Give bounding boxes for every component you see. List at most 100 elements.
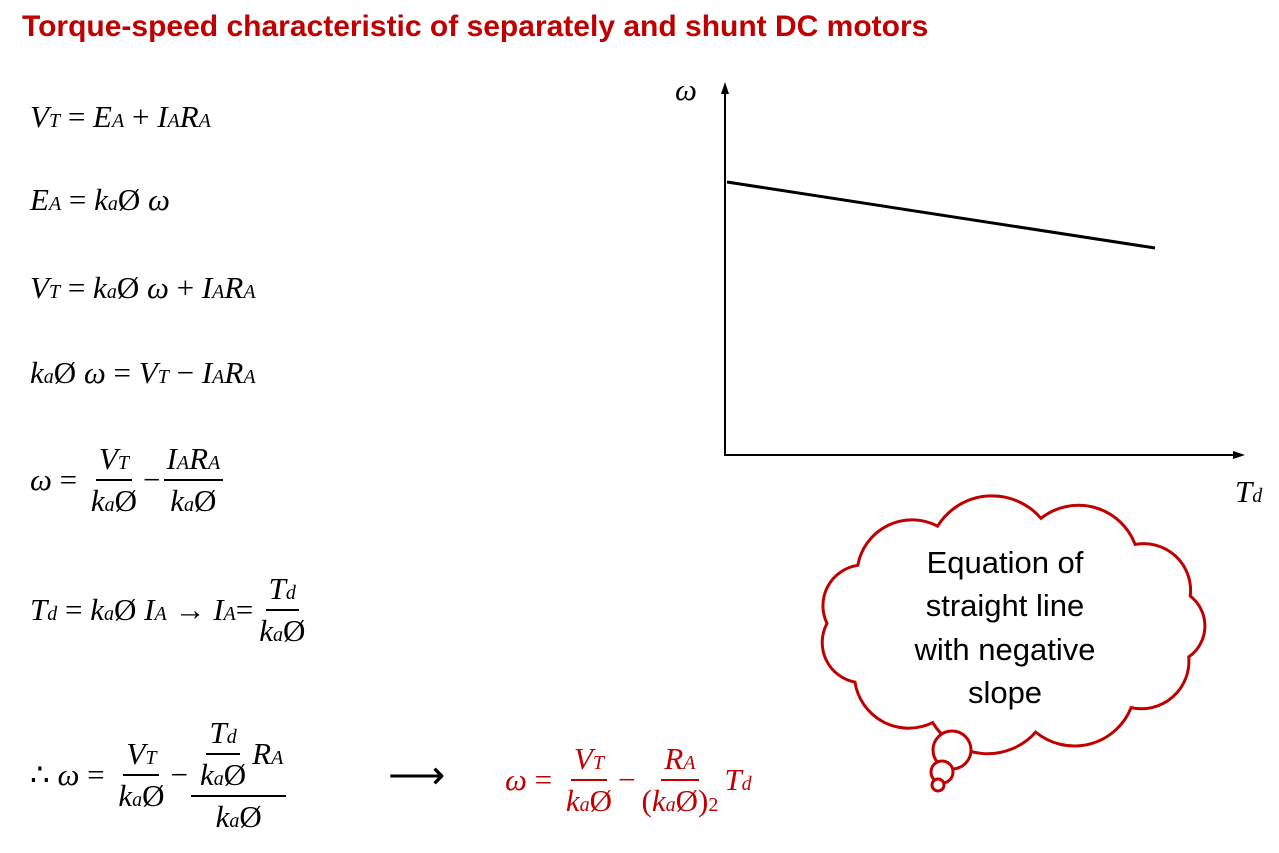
operator: =	[51, 462, 85, 497]
symbol: I	[157, 99, 168, 134]
term: Ø	[283, 613, 305, 649]
symbol: ω	[30, 462, 52, 497]
operator: −	[168, 355, 202, 390]
operator: =	[60, 270, 94, 305]
operator: =	[61, 182, 95, 217]
symbol: T	[724, 762, 742, 797]
symbol: R	[189, 441, 208, 476]
operator: Ø	[589, 783, 613, 818]
symbol: ω	[83, 355, 106, 390]
symbol: I	[201, 355, 213, 390]
term: =	[60, 270, 93, 306]
operator: Ø	[239, 799, 262, 834]
term: ω	[30, 462, 52, 498]
operator: Ø)	[675, 783, 709, 818]
operator: ∴	[30, 757, 58, 792]
symbol: ω	[148, 182, 170, 217]
callout-cloud	[820, 494, 1207, 756]
operator: (	[641, 783, 652, 818]
symbol: R	[224, 270, 244, 305]
y-arrowhead	[721, 82, 729, 94]
symbol: V	[30, 99, 49, 134]
arrow-symbol: ⟶	[388, 752, 446, 798]
term: =	[106, 355, 139, 391]
term: −	[143, 462, 160, 498]
operator: Ø	[114, 483, 138, 518]
term: ω	[57, 757, 79, 793]
symbol: k	[118, 778, 133, 813]
symbol: I	[144, 592, 155, 627]
symbol: T	[268, 571, 286, 606]
callout-line: with negative	[914, 632, 1096, 667]
term: Ø	[117, 270, 147, 306]
symbol: V	[126, 736, 146, 771]
symbol: V	[573, 741, 593, 776]
term: Ø	[118, 182, 148, 218]
term: =	[61, 182, 94, 218]
operator: −	[618, 762, 636, 797]
term: Ø	[115, 483, 137, 519]
operator: Ø	[117, 182, 149, 217]
term: +	[124, 99, 157, 135]
operator: +	[168, 270, 202, 305]
symbol: k	[200, 757, 214, 792]
operator: Ø	[194, 483, 217, 518]
symbol: I	[213, 592, 224, 627]
operator: −	[170, 757, 188, 792]
term: Ø	[239, 799, 261, 835]
operator: =	[60, 99, 94, 134]
term: Ø	[114, 592, 144, 628]
fraction: R A (k a Ø) 2	[639, 741, 722, 819]
symbol: k	[170, 483, 185, 518]
operator: =	[57, 592, 91, 627]
operator: Ø	[223, 757, 247, 792]
symbol: R	[252, 736, 272, 771]
callout-line: straight line	[926, 588, 1085, 623]
term: =	[60, 99, 93, 135]
symbol: I	[201, 270, 213, 305]
operator: →	[166, 592, 214, 627]
term: Ø) 2	[675, 783, 719, 818]
torque-speed-line	[726, 180, 1156, 250]
operator: Ø	[116, 270, 147, 305]
